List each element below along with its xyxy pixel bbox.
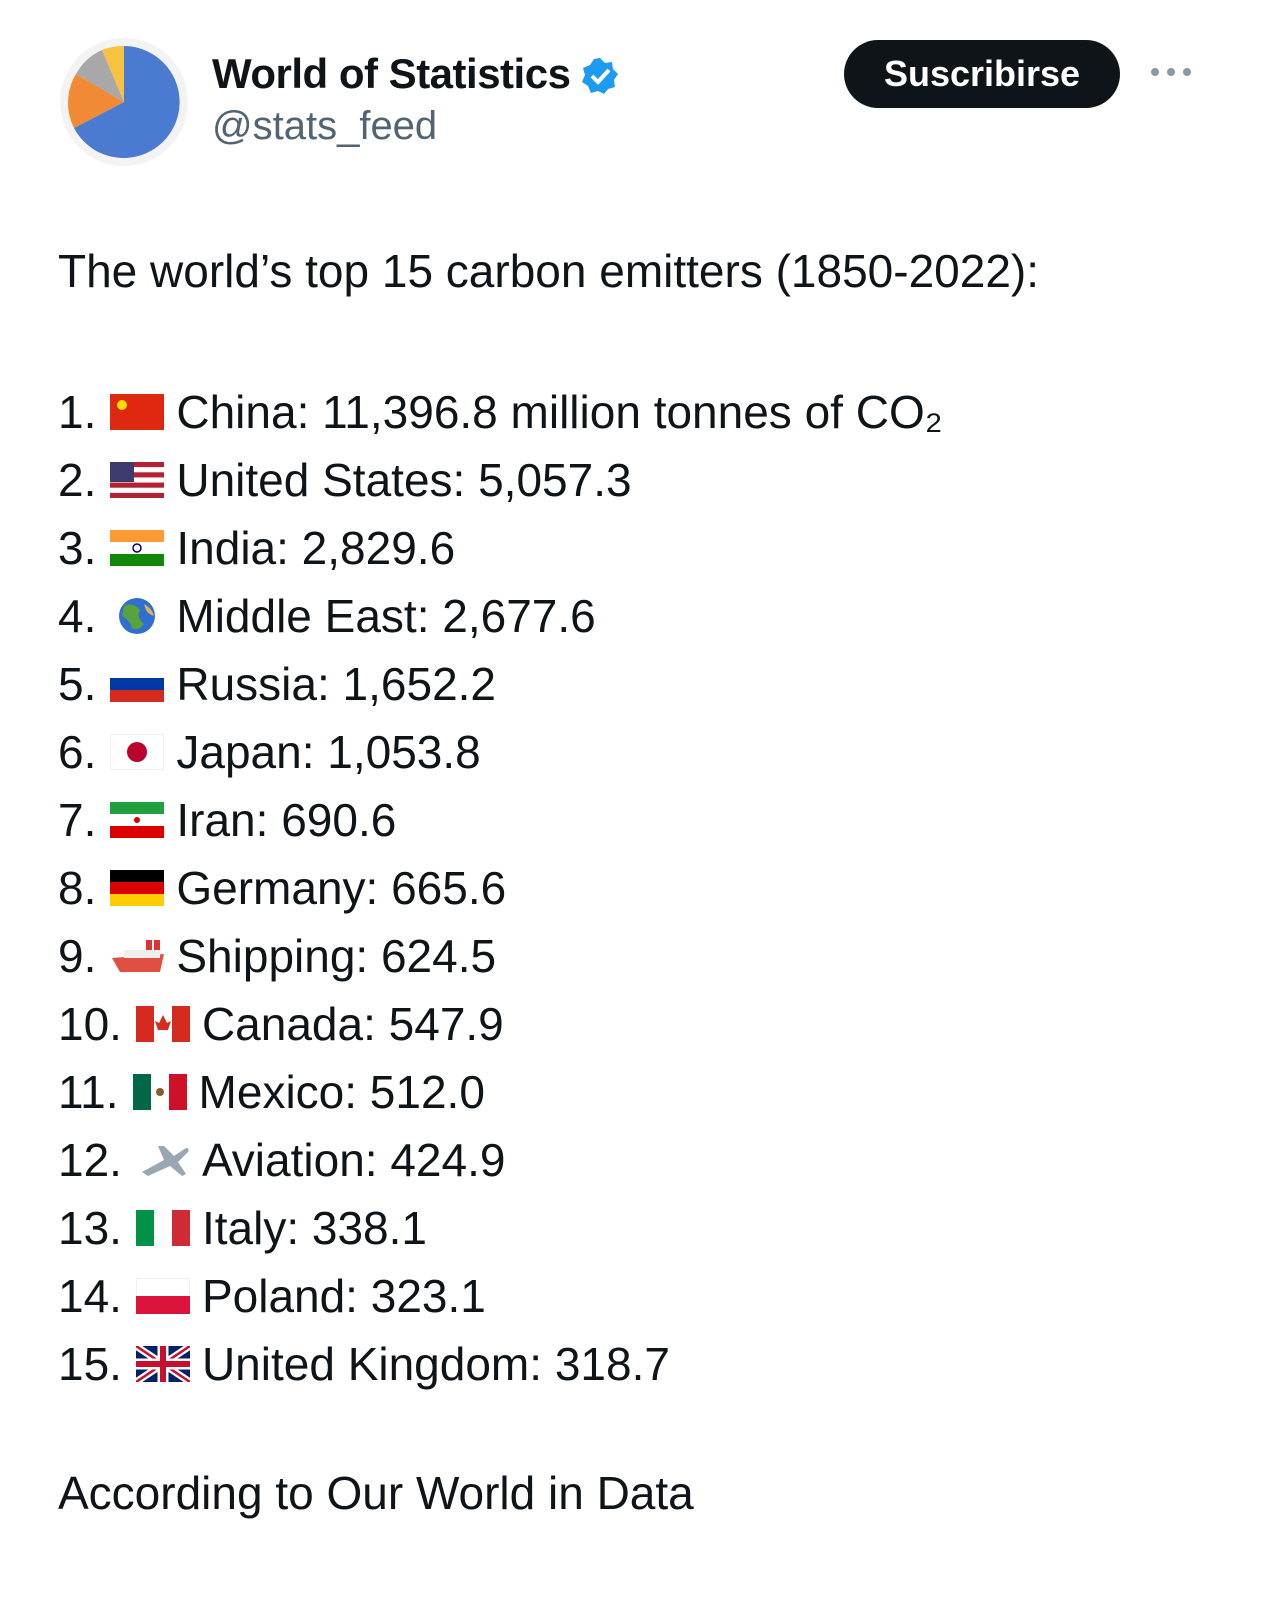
account-name: World of Statistics xyxy=(212,50,571,97)
account-handle: @stats_feed xyxy=(212,104,438,148)
flag-icon xyxy=(110,870,165,906)
list-item: 10. Canada: 547.9 xyxy=(58,990,943,1058)
item-text: Germany: 665.6 xyxy=(176,862,507,914)
flag-icon xyxy=(135,1346,190,1382)
list-item: 3. India: 2,829.6 xyxy=(58,514,943,582)
list-item: 14. Poland: 323.1 xyxy=(58,1262,943,1330)
list-item: 8. Germany: 665.6 xyxy=(58,854,943,922)
item-rank: 2. xyxy=(58,454,97,506)
item-text: China: 11,396.8 million tonnes of CO₂ xyxy=(176,386,943,438)
more-menu[interactable] xyxy=(1148,64,1194,80)
subscribe-button[interactable]: Suscribirse xyxy=(844,40,1120,108)
flag-icon xyxy=(141,1146,189,1176)
flag-icon xyxy=(110,462,165,498)
flag-icon xyxy=(110,734,165,770)
item-text: Poland: 323.1 xyxy=(201,1270,486,1322)
item-rank: 12. xyxy=(58,1134,122,1186)
item-rank: 11. xyxy=(58,1066,119,1118)
list-item: 5. Russia: 1,652.2 xyxy=(58,650,943,718)
flag-icon xyxy=(119,598,156,634)
item-text: United Kingdom: 318.7 xyxy=(201,1338,670,1390)
list-item: 4. Middle East: 2,677.6 xyxy=(58,582,943,650)
list-item: 11. Mexico: 512.0 xyxy=(58,1058,943,1126)
list-item: 6. Japan: 1,053.8 xyxy=(58,718,943,786)
item-rank: 9. xyxy=(58,930,97,982)
flag-icon xyxy=(135,1278,190,1314)
item-text: Italy: 338.1 xyxy=(201,1202,427,1254)
item-rank: 13. xyxy=(58,1202,122,1254)
list-item: 13. Italy: 338.1 xyxy=(58,1194,943,1262)
list-item: 15. United Kingdom: 318.7 xyxy=(58,1330,943,1398)
flag-icon xyxy=(110,530,165,566)
item-rank: 6. xyxy=(58,726,97,778)
flag-icon xyxy=(110,666,165,702)
verified-badge xyxy=(582,58,618,94)
avatar xyxy=(60,38,188,166)
emitter-list: 1. China: 11,396.8 million tonnes of CO₂ 2… xyxy=(58,378,943,1398)
item-text: Japan: 1,053.8 xyxy=(176,726,481,778)
item-text: Iran: 690.6 xyxy=(176,794,397,846)
item-text: Canada: 547.9 xyxy=(201,998,504,1050)
item-rank: 14. xyxy=(58,1270,122,1322)
item-rank: 3. xyxy=(58,522,97,574)
item-text: Shipping: 624.5 xyxy=(176,930,497,982)
post-source: According to Our World in Data xyxy=(58,1467,694,1519)
item-rank: 10. xyxy=(58,998,122,1050)
item-rank: 15. xyxy=(58,1338,122,1390)
list-item: 12. Aviation: 424.9 xyxy=(58,1126,943,1194)
item-text: India: 2,829.6 xyxy=(176,522,456,574)
item-rank: 8. xyxy=(58,862,97,914)
flag-icon xyxy=(110,394,165,430)
item-text: United States: 5,057.3 xyxy=(176,454,632,506)
item-rank: 5. xyxy=(58,658,97,710)
item-text: Middle East: 2,677.6 xyxy=(176,590,596,642)
flag-icon xyxy=(110,802,165,838)
item-rank: 1. xyxy=(58,386,97,438)
post-intro: The world’s top 15 carbon emitters (1850… xyxy=(58,245,1040,297)
flag-icon xyxy=(135,1006,190,1042)
list-item: 1. China: 11,396.8 million tonnes of CO₂ xyxy=(58,378,943,446)
item-rank: 4. xyxy=(58,590,97,642)
item-text: Mexico: 512.0 xyxy=(198,1066,485,1118)
flag-icon xyxy=(112,940,165,972)
item-text: Aviation: 424.9 xyxy=(201,1134,506,1186)
flag-icon xyxy=(132,1074,187,1110)
item-rank: 7. xyxy=(58,794,97,846)
list-item: 7. Iran: 690.6 xyxy=(58,786,943,854)
flag-icon xyxy=(135,1210,190,1246)
list-item: 2. United States: 5,057.3 xyxy=(58,446,943,514)
item-text: Russia: 1,652.2 xyxy=(176,658,497,710)
list-item: 9. Shipping: 624.5 xyxy=(58,922,943,990)
